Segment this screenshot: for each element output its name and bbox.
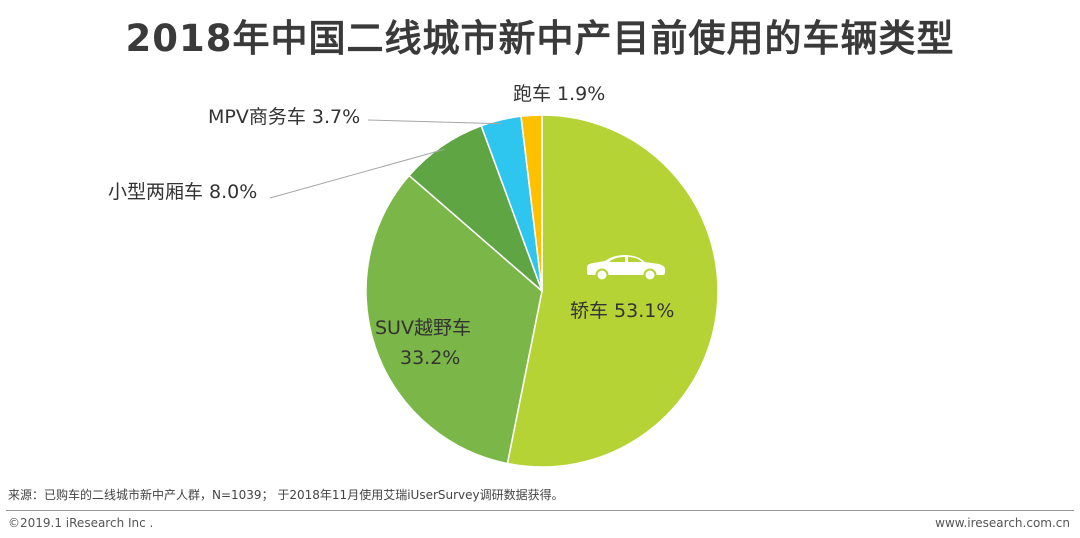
leader-line-hatchback bbox=[269, 148, 445, 199]
slice-suv bbox=[365, 174, 543, 465]
label-sedan: 轿车 53.1% bbox=[570, 300, 674, 322]
copyright: ©2019.1 iResearch Inc . bbox=[8, 516, 154, 530]
label-suv-name: SUV越野车 bbox=[375, 317, 471, 339]
label-sports-car: 跑车 1.9% bbox=[513, 83, 605, 105]
chart-title: 2018年中国二线城市新中产目前使用的车辆类型 bbox=[125, 17, 955, 60]
slice-hatchback bbox=[408, 124, 543, 292]
label-mpv: MPV商务车 3.7% bbox=[208, 106, 360, 128]
website-link[interactable]: www.iresearch.com.cn bbox=[935, 516, 1070, 530]
label-hatchback: 小型两厢车 8.0% bbox=[108, 181, 257, 203]
slice-sports-car bbox=[520, 114, 543, 292]
source-note: 来源：已购车的二线城市新中产人群，N=1039； 于2018年11月使用艾瑞iU… bbox=[8, 488, 564, 502]
car-icon bbox=[587, 255, 665, 282]
leader-line-mpv bbox=[367, 119, 502, 125]
label-suv-value: 33.2% bbox=[400, 347, 460, 369]
slice-sedan bbox=[506, 114, 719, 468]
footer-divider bbox=[6, 510, 1074, 511]
